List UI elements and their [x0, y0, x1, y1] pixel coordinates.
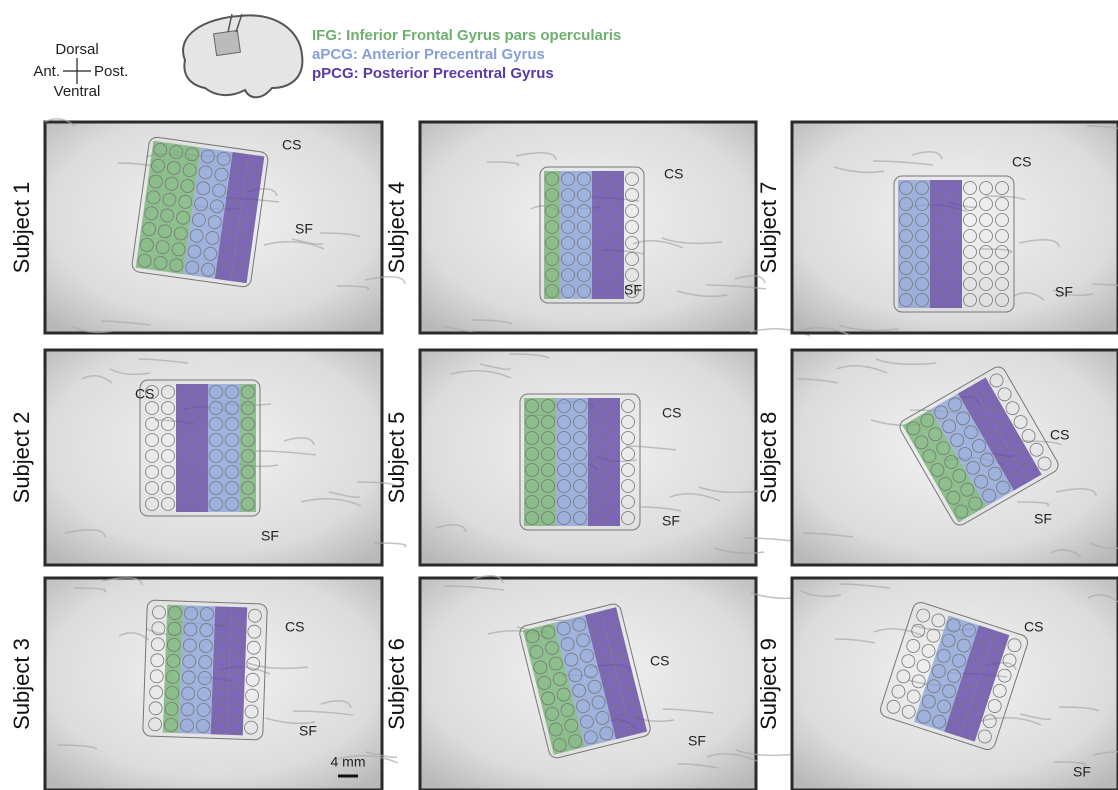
subject-panel: CS SF	[792, 578, 1118, 790]
landmark-label: SF	[1073, 764, 1091, 780]
landmark-label: CS	[135, 386, 154, 402]
legend: IFG: Inferior Frontal Gyrus pars opercul…	[312, 27, 621, 82]
landmark-label: SF	[261, 528, 279, 544]
region-band	[946, 180, 962, 308]
region-band	[192, 384, 208, 512]
orientation: Dorsal Ant. Post. Ventral	[33, 41, 128, 100]
region-band	[524, 398, 540, 526]
subject-panel: CS SF	[420, 122, 810, 336]
electrode-grid	[131, 136, 269, 287]
region-band	[572, 398, 588, 526]
scale-bar-label: 4 mm	[331, 754, 366, 770]
region-band	[608, 171, 624, 299]
subject-panel: CS SF	[420, 576, 801, 790]
subject-label: Subject 4	[384, 182, 409, 274]
legend-entry: pPCG: Posterior Precentral Gyrus	[312, 65, 554, 82]
landmark-label: CS	[650, 653, 669, 669]
region-band	[930, 180, 946, 308]
page: {"orientation": {"dorsal": "Dorsal", "an…	[0, 0, 1118, 790]
subject-label: Subject 5	[384, 412, 409, 504]
landmark-label: CS	[1012, 154, 1031, 170]
subject-panel: CS SF	[420, 350, 803, 565]
region-band	[592, 171, 608, 299]
region-band	[914, 180, 930, 308]
anterior-label: Ant.	[33, 63, 60, 80]
region-band	[588, 398, 604, 526]
subject-panel: CS SF	[45, 119, 405, 333]
landmark-label: SF	[295, 221, 313, 237]
subject-panel: CS SF	[792, 350, 1118, 565]
legend-entry: IFG: Inferior Frontal Gyrus pars opercul…	[312, 27, 621, 44]
subject-panel: CS SF	[792, 122, 1118, 335]
posterior-label: Post.	[94, 63, 128, 80]
region-band	[208, 384, 224, 512]
landmark-label: SF	[662, 513, 680, 529]
landmark-label: CS	[1050, 427, 1069, 443]
subject-label: Subject 2	[9, 412, 34, 504]
region-band	[556, 398, 572, 526]
region-band	[544, 171, 560, 299]
panels: CS SF CS SF CS SF CS SF CS SF CS SF CS SF CS SF CS SF	[45, 119, 1118, 790]
subject-label: Subject 3	[9, 638, 34, 730]
landmark-label: SF	[299, 723, 317, 739]
subject-label: Subject 1	[9, 182, 34, 274]
subject-label: Subject 7	[756, 182, 781, 274]
landmark-label: CS	[664, 166, 683, 182]
dorsal-label: Dorsal	[55, 41, 98, 58]
region-band	[898, 180, 914, 308]
ventral-label: Ventral	[54, 83, 101, 100]
landmark-label: CS	[285, 619, 304, 635]
figure: Dorsal Ant. Post. Ventral IFG: Inferior …	[0, 0, 1118, 790]
region-band	[224, 384, 240, 512]
subject-label: Subject 9	[756, 638, 781, 730]
subject-label: Subject 8	[756, 412, 781, 504]
legend-entry: aPCG: Anterior Precentral Gyrus	[312, 46, 545, 63]
region-band	[540, 398, 556, 526]
region-band	[176, 384, 192, 512]
landmark-label: CS	[662, 405, 681, 421]
region-band	[604, 398, 620, 526]
region-band	[576, 171, 592, 299]
landmark-label: SF	[688, 733, 706, 749]
landmark-label: CS	[282, 137, 301, 153]
landmark-label: SF	[1034, 511, 1052, 527]
region-band	[240, 384, 256, 512]
brain-icon	[183, 14, 302, 97]
subject-label: Subject 6	[384, 638, 409, 730]
landmark-label: SF	[1055, 284, 1073, 300]
landmark-label: SF	[624, 282, 642, 298]
landmark-label: CS	[1024, 619, 1043, 635]
subject-panel: CS SF	[45, 350, 406, 565]
region-band	[560, 171, 576, 299]
